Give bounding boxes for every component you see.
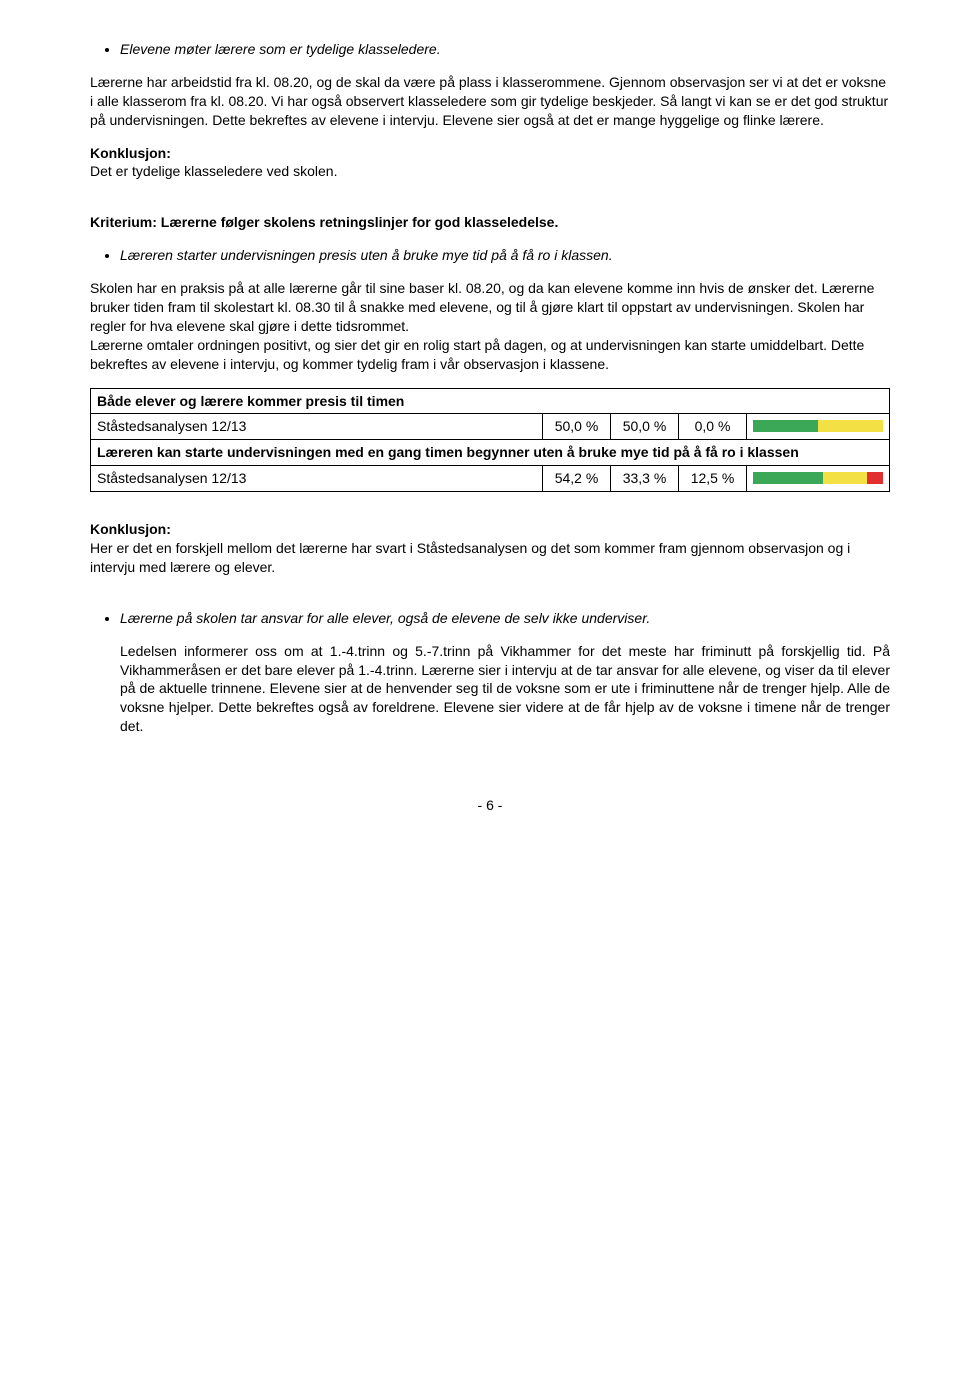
row-label: Ståstedsanalysen 12/13 [91, 414, 543, 440]
table-row: Ståstedsanalysen 12/13 54,2 % 33,3 % 12,… [91, 466, 890, 492]
cell-value: 33,3 % [611, 466, 679, 492]
data-table: Både elever og lærere kommer presis til … [90, 388, 890, 493]
table-header-row: Læreren kan starte undervisningen med en… [91, 440, 890, 466]
row-label: Ståstedsanalysen 12/13 [91, 466, 543, 492]
cell-value: 54,2 % [543, 466, 611, 492]
bar-cell [747, 414, 890, 440]
table-header-row: Både elever og lærere kommer presis til … [91, 388, 890, 414]
stacked-bar [753, 472, 883, 484]
paragraph: Ledelsen informerer oss om at 1.-4.trinn… [120, 642, 890, 736]
konklusjon-text: Her er det en forskjell mellom det lærer… [90, 540, 850, 575]
bullet-item: Læreren starter undervisningen presis ut… [120, 246, 890, 265]
bullet-list-1: Elevene møter lærere som er tydelige kla… [90, 40, 890, 59]
paragraph: Lærerne har arbeidstid fra kl. 08.20, og… [90, 73, 890, 130]
konklusjon-block: Konklusjon: Her er det en forskjell mell… [90, 520, 890, 577]
paragraph: Lærerne omtaler ordningen positivt, og s… [90, 336, 890, 374]
bullet-item: Elevene møter lærere som er tydelige kla… [120, 40, 890, 59]
cell-value: 0,0 % [679, 414, 747, 440]
konklusjon-label: Konklusjon: [90, 521, 171, 537]
cell-value: 50,0 % [611, 414, 679, 440]
page-number: - 6 - [90, 796, 890, 815]
bullet-item: Lærerne på skolen tar ansvar for alle el… [120, 609, 890, 628]
bullet-list-2: Læreren starter undervisningen presis ut… [90, 246, 890, 265]
cell-value: 12,5 % [679, 466, 747, 492]
konklusjon-text: Det er tydelige klasseledere ved skolen. [90, 163, 337, 179]
kriterium-heading: Kriterium: Lærerne følger skolens retnin… [90, 213, 890, 232]
paragraph: Skolen har en praksis på at alle lærerne… [90, 279, 890, 336]
konklusjon-block: Konklusjon: Det er tydelige klasseledere… [90, 144, 890, 182]
stacked-bar [753, 420, 883, 432]
cell-value: 50,0 % [543, 414, 611, 440]
bar-cell [747, 466, 890, 492]
bullet-list-3: Lærerne på skolen tar ansvar for alle el… [90, 609, 890, 628]
table-row: Ståstedsanalysen 12/13 50,0 % 50,0 % 0,0… [91, 414, 890, 440]
konklusjon-label: Konklusjon: [90, 145, 171, 161]
